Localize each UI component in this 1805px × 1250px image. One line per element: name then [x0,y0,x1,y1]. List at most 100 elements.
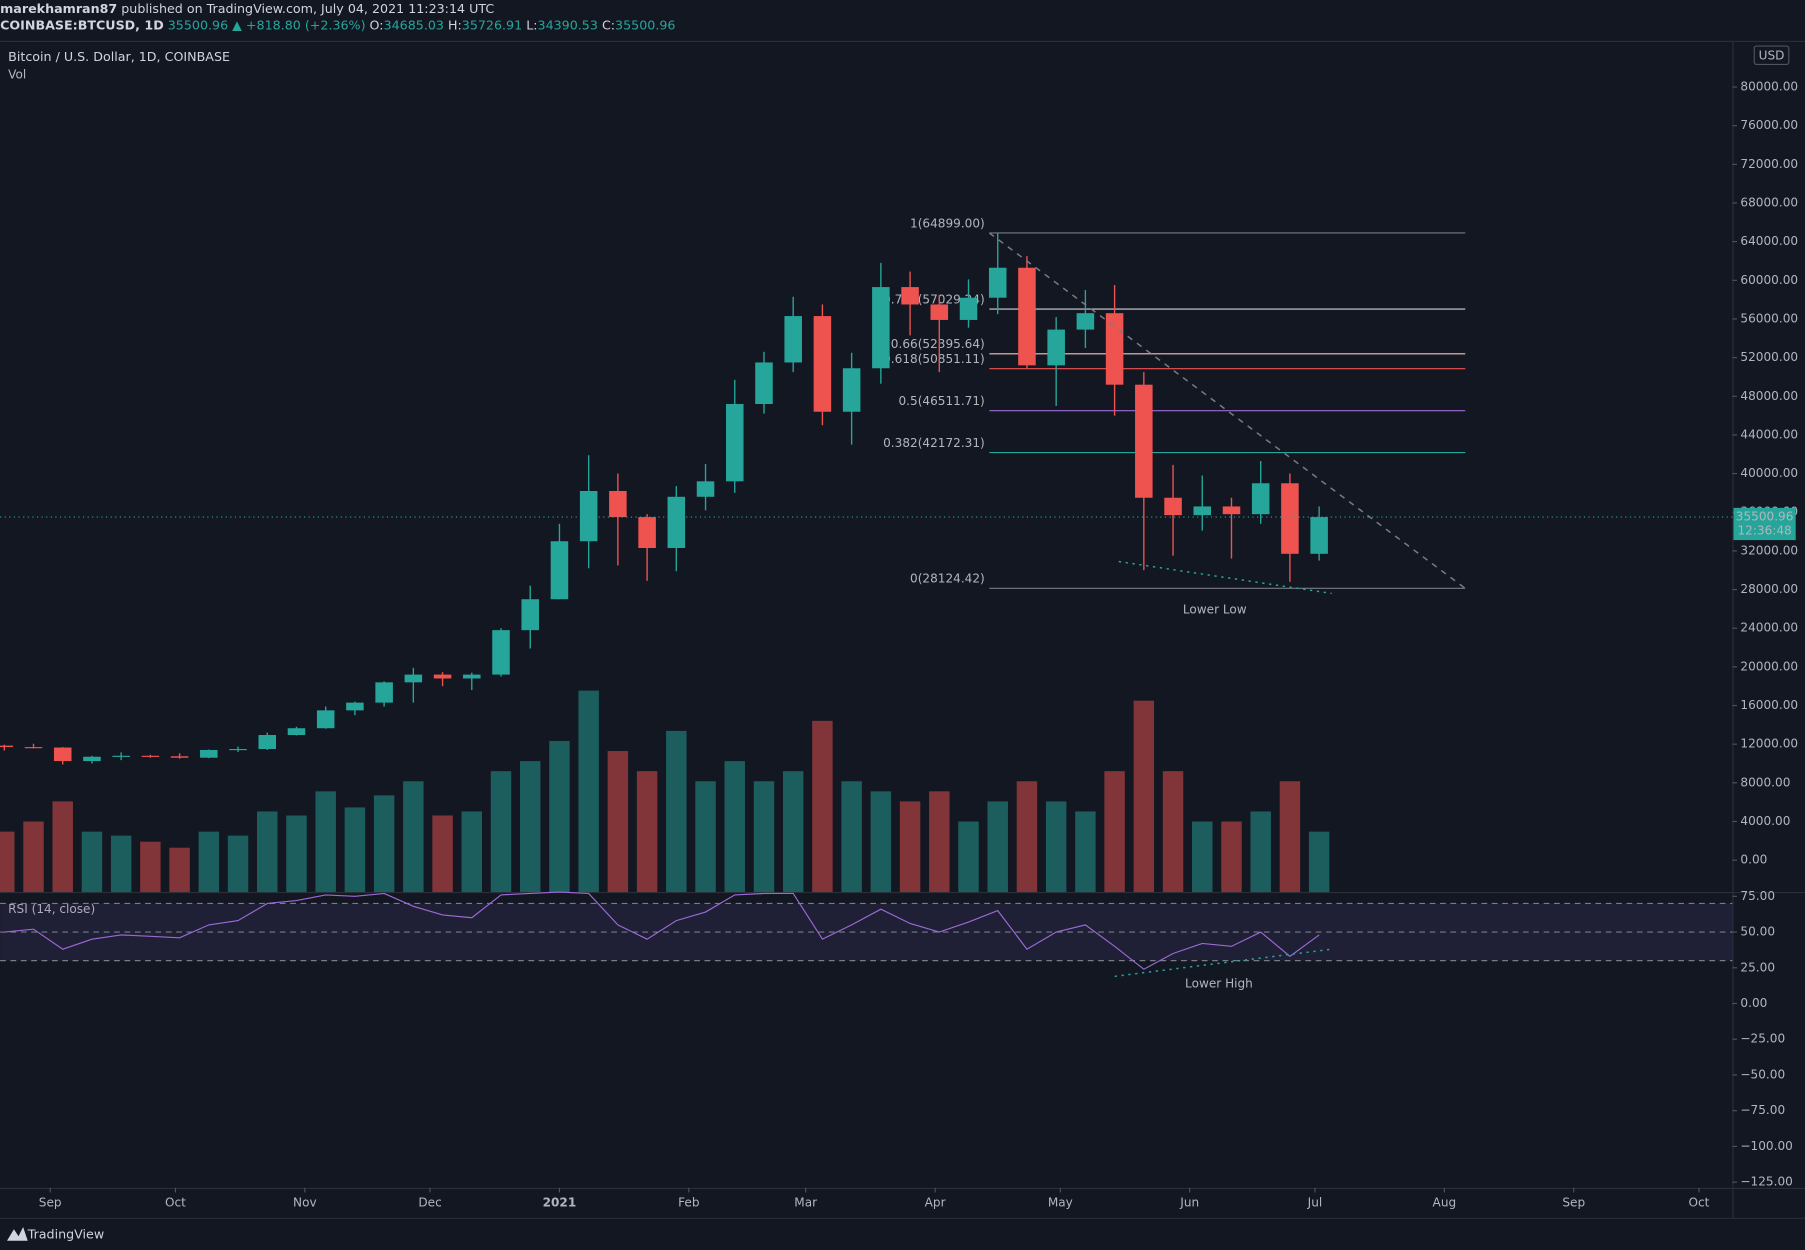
volume-bar [1221,821,1242,893]
candle-body [1047,329,1065,366]
volume-bar [198,831,220,893]
candle-body [696,481,715,497]
volume-bar [666,730,687,893]
published: published on TradingView.com, July 04, 2… [121,1,494,16]
x-tick-label: Apr [925,1195,946,1209]
volume-bar [344,807,366,893]
y-tick-label: 16000.00 [1740,698,1798,712]
volume-bar [0,831,15,893]
candle-body [433,674,452,679]
volume-bar [549,740,570,893]
x-tick-label: Jun [1179,1195,1199,1209]
y-tick-label: 48000.00 [1740,389,1798,403]
x-tick-label: Feb [678,1195,699,1209]
y-tick-label: 72000.00 [1740,157,1798,171]
x-tick-label: Dec [418,1195,441,1209]
x-tick-label: Sep [39,1195,62,1209]
candle-body [784,316,802,363]
candle-body [1193,506,1212,516]
candle-body [0,745,14,748]
candle-body [141,755,160,757]
volume-bar [23,821,44,893]
volume-bar [1133,700,1155,893]
volume-bar [782,771,804,893]
candle-body [872,287,890,369]
volume-bar [81,831,103,893]
candle-body [492,630,510,675]
x-tick-label: 2021 [543,1195,577,1209]
annotation: Lower Low [1183,602,1247,616]
candle-body [463,674,481,679]
y-tick-label: 64000.00 [1740,234,1798,248]
y-tick-label: 68000.00 [1740,196,1798,210]
volume-bar [373,795,395,893]
h-key: H: [448,17,462,32]
x-tick-label: Jul [1307,1195,1323,1209]
fib-label: 0.66(52395.64) [891,337,985,351]
candle-body [930,304,949,320]
x-tick-label: Oct [1689,1195,1710,1209]
candle-body [579,490,598,542]
volume-bar [1075,811,1096,893]
volume-bar [286,815,307,893]
last-price-label: 35500.96 [1736,510,1794,524]
volume-bar [578,690,599,893]
last-price-box [1733,507,1796,541]
volume-bar [899,801,921,893]
fib-label: 0(28124.42) [910,572,985,586]
countdown: 12:36:48 [1737,523,1791,537]
logo-text: TradingView [27,1227,104,1242]
volume-bar [1279,781,1301,893]
rsi-y-tick-label: −50.00 [1740,1067,1785,1081]
logo: TradingView [7,1227,104,1242]
candle-body [112,755,130,757]
rsi-y-tick-label: −75.00 [1740,1103,1785,1117]
candle-body [521,599,539,631]
volume-bar [140,841,161,893]
l-key: L: [526,17,537,32]
candle-body [53,747,72,762]
y-tick-label: 32000.00 [1740,543,1798,557]
candle-body [550,541,569,600]
volume-bar [1162,771,1184,893]
volume-bar [987,801,1008,893]
volume-bar [403,781,424,893]
candle-body [1164,497,1182,516]
candle-body [1222,506,1241,515]
y-tick-label: 80000.00 [1740,80,1798,94]
candle-body [638,517,656,549]
candle-body [316,710,335,729]
volume-bar [929,791,950,893]
candle-body [346,702,364,711]
candle-body [901,287,919,305]
currency: USD [1759,48,1785,62]
x-tick-label: Nov [293,1195,317,1209]
rsi-y-tick-label: 50.00 [1740,925,1775,939]
rsi-y-tick-label: 25.00 [1740,960,1775,974]
rsi-y-tick-label: −25.00 [1740,1032,1785,1046]
volume-bar [490,771,512,893]
candle-body [1105,313,1124,385]
volume-bar [461,811,483,893]
volume-bar [52,801,73,893]
volume-bar [724,761,745,893]
candle-body [988,267,1007,298]
volume-bar [1016,781,1038,893]
trendline [1118,560,1332,595]
candle-body [258,734,277,750]
volume-bar [841,781,862,893]
volume-bar [315,791,336,893]
candle-body [667,496,686,549]
fib-label: 1(64899.00) [910,216,985,230]
volume-bar [958,821,979,893]
candle-body [1076,313,1095,330]
y-tick-label: 12000.00 [1740,737,1798,751]
volume-bar [257,811,278,893]
volume-bar [636,771,658,893]
x-tick-label: Mar [794,1195,817,1209]
rsi-y-tick-label: 0.00 [1740,996,1767,1010]
candle-body [1251,483,1270,515]
rsi-y-tick-label: 75.00 [1740,889,1775,903]
candle-body [170,756,189,758]
